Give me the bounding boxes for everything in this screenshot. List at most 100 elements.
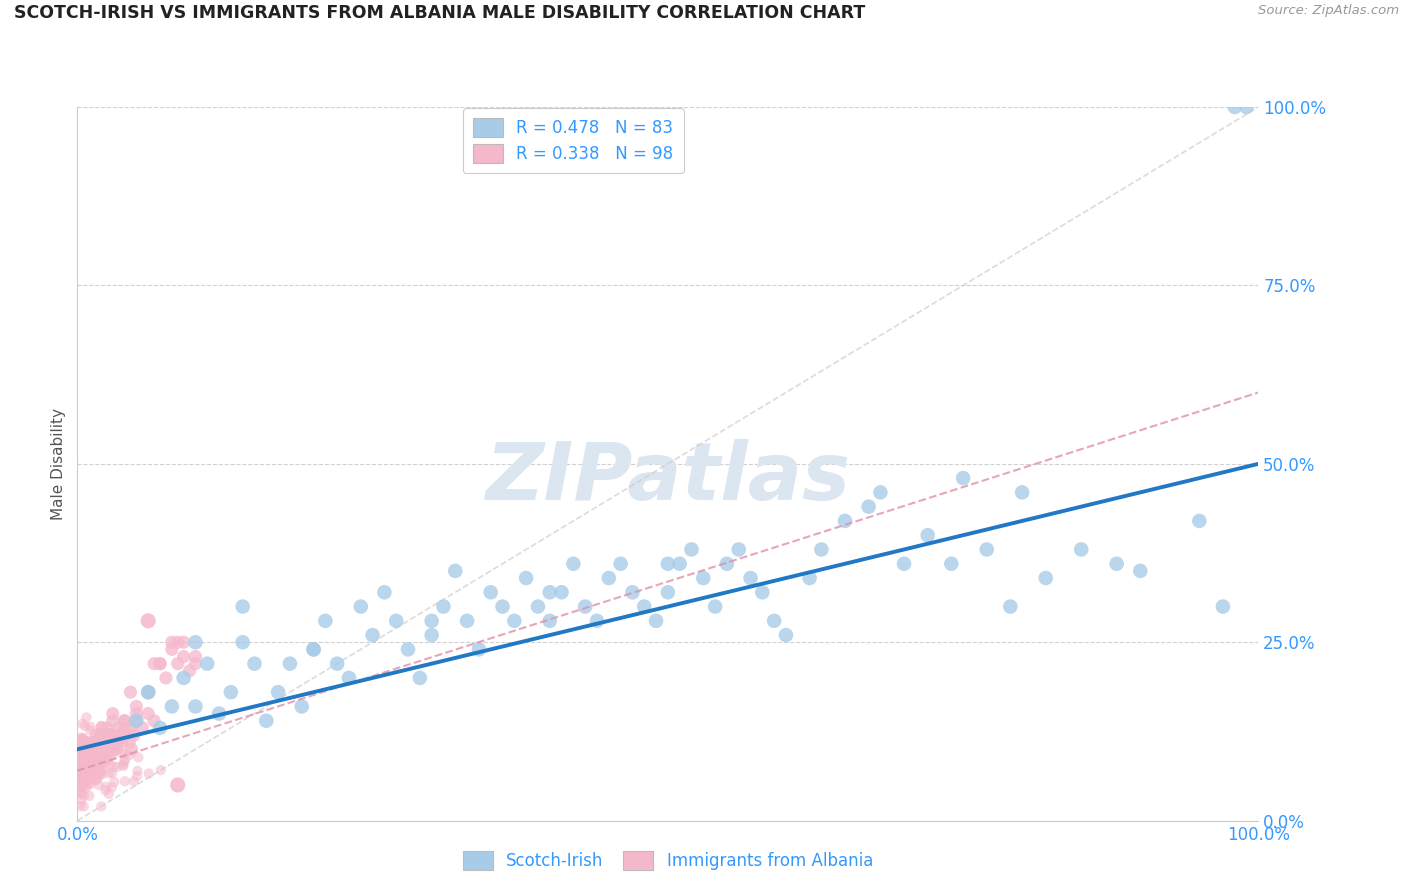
- Point: [385, 614, 408, 628]
- Point: [704, 599, 727, 614]
- Point: [89, 766, 111, 780]
- Point: [82, 745, 104, 759]
- Point: [77, 756, 100, 771]
- Point: [101, 706, 124, 721]
- Point: [70, 776, 93, 790]
- Point: [76, 756, 98, 770]
- Point: [67, 767, 90, 781]
- Point: [155, 671, 177, 685]
- Point: [66, 739, 89, 753]
- Point: [83, 749, 105, 764]
- Point: [149, 721, 172, 735]
- Point: [80, 756, 103, 770]
- Point: [82, 749, 104, 764]
- Point: [136, 706, 159, 721]
- Point: [160, 699, 183, 714]
- Point: [83, 751, 105, 765]
- Point: [90, 756, 112, 771]
- Point: [160, 642, 183, 657]
- Point: [87, 751, 110, 765]
- Point: [75, 770, 97, 784]
- Point: [105, 735, 128, 749]
- Point: [73, 741, 96, 756]
- Point: [763, 614, 786, 628]
- Point: [69, 799, 91, 814]
- Point: [267, 685, 290, 699]
- Point: [479, 585, 502, 599]
- Point: [70, 738, 93, 752]
- Point: [775, 628, 797, 642]
- Point: [101, 735, 124, 749]
- Legend: Scotch-Irish, Immigrants from Albania: Scotch-Irish, Immigrants from Albania: [456, 844, 880, 877]
- Point: [79, 723, 101, 738]
- Point: [101, 714, 124, 728]
- Point: [100, 728, 122, 742]
- Point: [326, 657, 349, 671]
- Point: [90, 728, 112, 742]
- Point: [118, 735, 141, 749]
- Point: [79, 756, 101, 771]
- Point: [90, 735, 112, 749]
- Point: [84, 728, 107, 742]
- Point: [107, 721, 129, 735]
- Point: [101, 728, 124, 742]
- Point: [69, 747, 91, 761]
- Point: [84, 735, 107, 749]
- Point: [94, 783, 117, 797]
- Point: [114, 753, 136, 767]
- Point: [73, 742, 96, 756]
- Point: [350, 599, 373, 614]
- Point: [80, 756, 103, 770]
- Point: [219, 685, 242, 699]
- Point: [77, 742, 100, 756]
- Point: [67, 757, 90, 772]
- Point: [112, 757, 135, 772]
- Point: [114, 714, 136, 728]
- Point: [96, 742, 118, 756]
- Point: [681, 542, 703, 557]
- Point: [740, 571, 762, 585]
- Point: [69, 731, 91, 746]
- Point: [83, 742, 105, 756]
- Point: [243, 657, 266, 671]
- Point: [72, 751, 94, 765]
- Point: [77, 744, 100, 758]
- Point: [1223, 100, 1246, 114]
- Point: [97, 749, 120, 764]
- Point: [1129, 564, 1152, 578]
- Point: [232, 599, 254, 614]
- Point: [82, 771, 104, 785]
- Point: [104, 742, 127, 756]
- Point: [84, 749, 107, 764]
- Point: [75, 749, 97, 764]
- Point: [76, 756, 98, 771]
- Point: [420, 614, 443, 628]
- Point: [69, 739, 91, 754]
- Point: [184, 635, 207, 649]
- Point: [84, 735, 107, 749]
- Point: [72, 765, 94, 780]
- Point: [104, 742, 127, 756]
- Point: [91, 735, 114, 749]
- Point: [101, 748, 124, 763]
- Point: [444, 564, 467, 578]
- Point: [976, 542, 998, 557]
- Point: [314, 614, 336, 628]
- Point: [173, 671, 195, 685]
- Point: [67, 765, 90, 780]
- Point: [79, 748, 101, 763]
- Point: [657, 585, 679, 599]
- Point: [89, 737, 111, 751]
- Point: [1011, 485, 1033, 500]
- Point: [727, 542, 749, 557]
- Point: [87, 735, 110, 749]
- Point: [70, 749, 93, 764]
- Point: [858, 500, 880, 514]
- Point: [73, 740, 96, 755]
- Point: [82, 766, 104, 780]
- Point: [184, 657, 207, 671]
- Point: [76, 756, 98, 771]
- Point: [1000, 599, 1022, 614]
- Point: [127, 750, 149, 764]
- Point: [125, 699, 148, 714]
